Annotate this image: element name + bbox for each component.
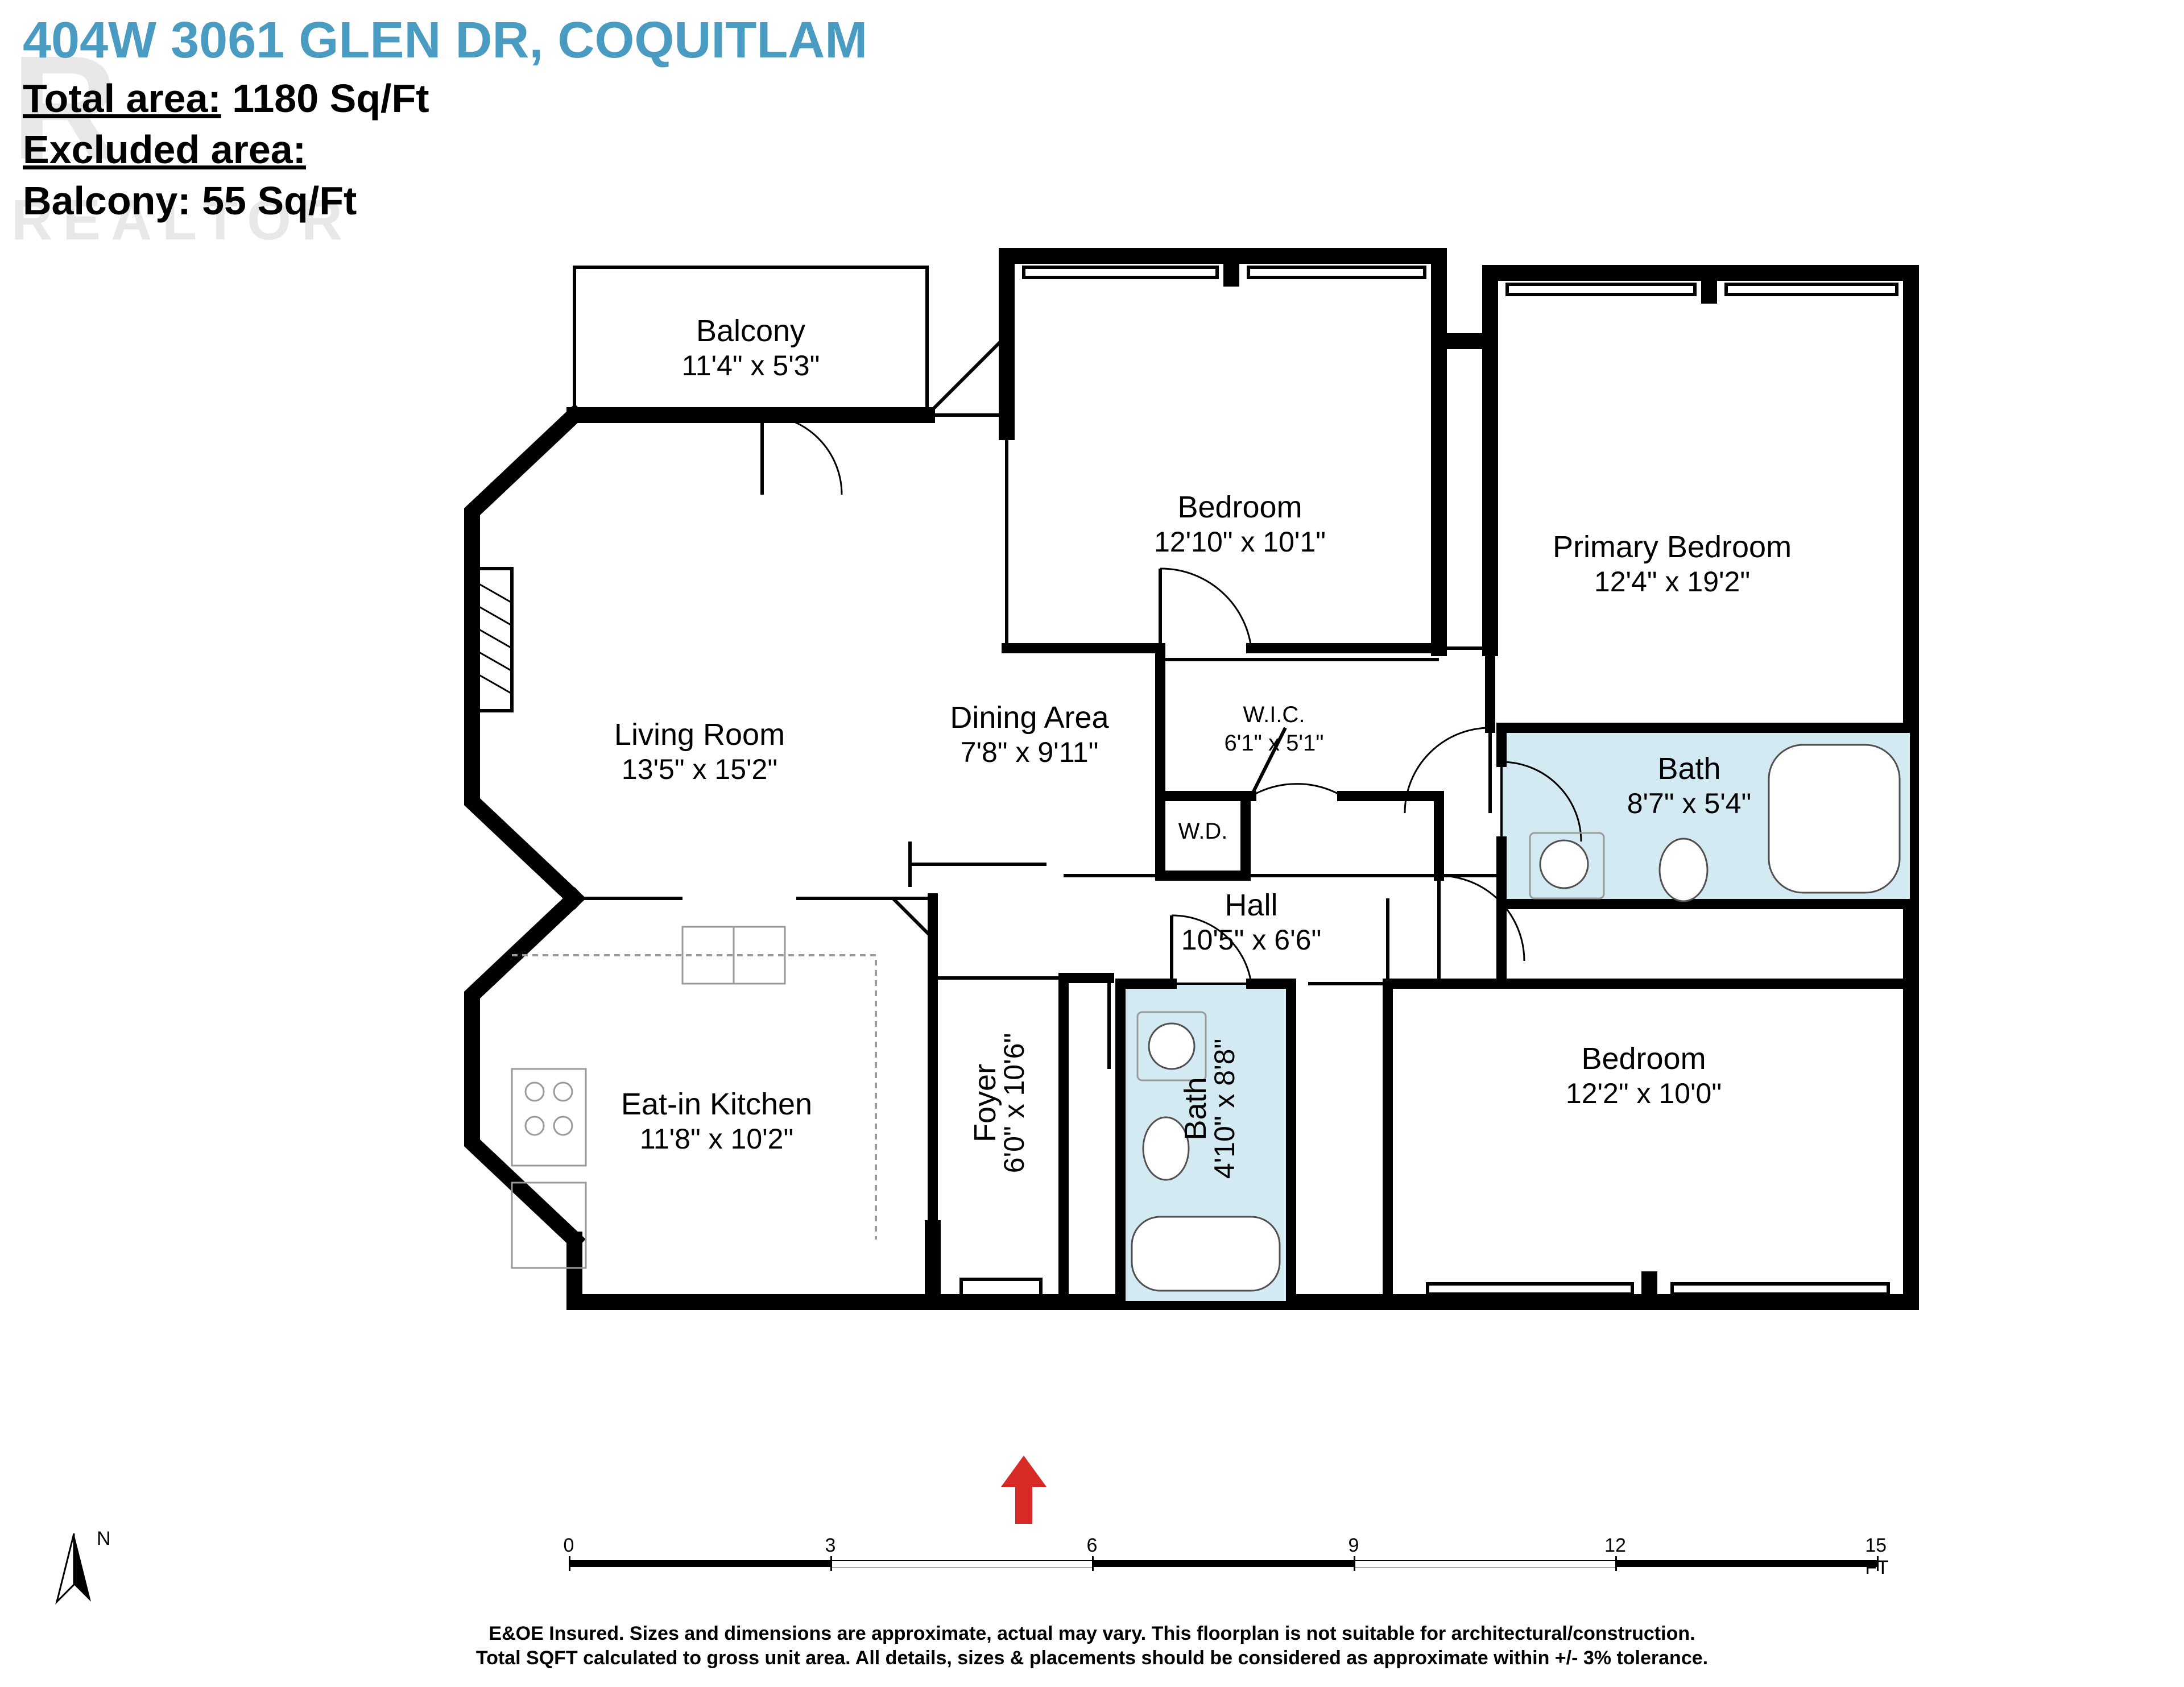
bathtub-icon (1769, 745, 1900, 893)
bed3-dim: 12'2" x 10'0" (1566, 1077, 1722, 1109)
scale-seg (1354, 1560, 1616, 1568)
floorplan-svg: Balcony 11'4" x 5'3" Living Room 13'5" x… (364, 216, 1996, 1501)
balcony-area-label: Balcony: (23, 179, 191, 223)
kitchen-dim: 11'8" x 10'2" (640, 1123, 794, 1155)
bath2-label: Bath (1178, 1077, 1213, 1140)
primary-label: Primary Bedroom (1553, 530, 1792, 564)
scale-seg (1092, 1560, 1354, 1567)
scale-tick (1354, 1556, 1355, 1571)
dining-dim: 7'8" x 9'11" (961, 736, 1099, 768)
door-arc (1251, 784, 1342, 796)
excluded-area-line: Excluded area: (23, 127, 2161, 172)
compass-n-label: N (97, 1528, 111, 1549)
bed2-label: Bedroom (1177, 490, 1302, 524)
living-dim: 13'5" x 15'2" (622, 753, 777, 785)
foyer-dim: 6'0" x 10'6" (998, 1033, 1030, 1173)
burner (526, 1083, 544, 1101)
floorplan-container: Balcony 11'4" x 5'3" Living Room 13'5" x… (364, 216, 1996, 1501)
sink-icon (1149, 1023, 1194, 1069)
balcony-area-value: 55 Sq/Ft (202, 179, 357, 223)
sink-icon (1540, 840, 1588, 888)
entry-arrow-icon (1001, 1456, 1046, 1527)
dining-label: Dining Area (950, 701, 1109, 735)
scale-tick (1092, 1556, 1094, 1571)
living-label: Living Room (614, 718, 785, 752)
window (1024, 267, 1217, 277)
burner (554, 1083, 572, 1101)
bath1-label: Bath (1657, 752, 1720, 786)
bed3-label: Bedroom (1581, 1042, 1706, 1076)
page-root: R REALTOR 404W 3061 GLEN DR, COQUITLAM T… (0, 0, 2184, 1687)
disclaimer-line-2: Total SQFT calculated to gross unit area… (0, 1646, 2184, 1671)
balcony-dim: 11'4" x 5'3" (682, 350, 820, 382)
bath2-dim: 4'10" x 8'8" (1209, 1039, 1240, 1179)
wall (927, 335, 1007, 415)
scale-tick (830, 1556, 832, 1571)
balcony-label: Balcony (696, 314, 805, 348)
scale-tick (1615, 1556, 1617, 1571)
window (1672, 1284, 1888, 1294)
scale-seg (830, 1560, 1093, 1568)
window (1507, 284, 1695, 295)
scale-9: 9 (1349, 1535, 1359, 1557)
property-address: 404W 3061 GLEN DR, COQUITLAM (23, 11, 2161, 70)
foyer-label: Foyer (968, 1064, 1002, 1142)
hall-label: Hall (1225, 888, 1277, 922)
disclaimer-block: E&OE Insured. Sizes and dimensions are a… (0, 1622, 2184, 1670)
wd-label: W.D. (1178, 819, 1228, 844)
hall-dim: 10'5" x 6'6" (1181, 924, 1321, 956)
scale-0: 0 (564, 1535, 574, 1557)
total-area-value: 1180 Sq/Ft (232, 76, 429, 121)
header-block: 404W 3061 GLEN DR, COQUITLAM Total area:… (23, 11, 2161, 223)
toilet-icon (1660, 839, 1707, 901)
scale-seg (569, 1560, 830, 1567)
scale-3: 3 (825, 1535, 836, 1557)
door-arc (762, 415, 842, 495)
burner (526, 1117, 544, 1135)
disclaimer-line-1: E&OE Insured. Sizes and dimensions are a… (0, 1622, 2184, 1646)
total-area-line: Total area: 1180 Sq/Ft (23, 76, 2161, 121)
scale-tick (569, 1556, 570, 1571)
burner (554, 1117, 572, 1135)
kitchen-label: Eat-in Kitchen (621, 1087, 812, 1121)
wic-label: W.I.C. (1243, 702, 1305, 727)
wic-dim: 6'1" x 5'1" (1225, 731, 1324, 756)
scale-bar: 0 3 6 9 12 15 FT (569, 1556, 1877, 1590)
window (1726, 284, 1897, 295)
excluded-area-label: Excluded area: (23, 127, 306, 172)
total-area-label: Total area: (23, 76, 221, 121)
scale-15: 15 FT (1865, 1535, 1889, 1579)
window (1428, 1284, 1632, 1294)
scale-seg (1615, 1560, 1877, 1567)
scale-12: 12 (1604, 1535, 1626, 1557)
primary-dim: 12'4" x 19'2" (1594, 566, 1750, 598)
stove (512, 1069, 586, 1166)
scale-6: 6 (1087, 1535, 1098, 1557)
window (1248, 267, 1425, 277)
wall (893, 898, 933, 938)
bathtub-icon (1132, 1217, 1280, 1291)
door-arc (1160, 569, 1251, 648)
bed2-dim: 12'10" x 10'1" (1154, 526, 1326, 558)
compass-icon: N (34, 1528, 114, 1619)
bath1-dim: 8'7" x 5'4" (1627, 787, 1752, 819)
